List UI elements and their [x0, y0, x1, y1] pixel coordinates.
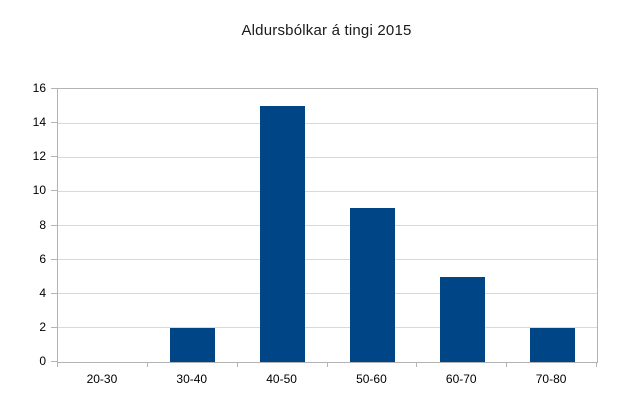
- y-axis-label: 8: [39, 217, 46, 232]
- y-axis-label: 16: [32, 81, 46, 95]
- y-axis-label: 0: [39, 354, 46, 368]
- bar-40-50: [260, 106, 306, 362]
- x-axis-label: 60-70: [445, 372, 477, 386]
- bar-70-80: [529, 327, 575, 362]
- chart-title: Aldursbólkar á tingi 2015: [241, 22, 412, 39]
- y-axis-tick: [51, 88, 58, 89]
- y-axis-label: 4: [39, 285, 46, 300]
- x-axis-tick: [146, 362, 148, 367]
- x-axis-label: 70-80: [535, 372, 567, 386]
- y-axis-tick: [51, 156, 58, 158]
- y-axis-tick: [51, 258, 58, 260]
- gridline: [58, 122, 597, 124]
- bar-50-60: [349, 208, 395, 362]
- gridline: [58, 259, 597, 261]
- y-axis-tick: [51, 292, 58, 294]
- y-axis-tick: [51, 361, 58, 362]
- y-axis-tick: [51, 326, 58, 328]
- bar-30-40: [170, 327, 216, 362]
- y-axis-tick: [51, 122, 58, 124]
- plot-area: [57, 88, 598, 363]
- x-axis-tick: [596, 362, 597, 367]
- x-axis-tick: [236, 362, 238, 367]
- y-axis-tick: [51, 224, 58, 226]
- x-axis-tick: [57, 362, 58, 367]
- x-axis-label: 30-40: [176, 372, 208, 386]
- gridline: [58, 225, 597, 226]
- x-axis-tick: [416, 362, 418, 367]
- y-axis-label: 10: [32, 183, 46, 198]
- bar-60-70: [439, 276, 485, 362]
- gridline: [58, 293, 597, 295]
- gridline: [58, 156, 597, 158]
- y-axis-label: 14: [32, 115, 46, 130]
- y-axis-tick: [51, 190, 58, 192]
- x-axis-tick: [506, 362, 508, 367]
- gridline: [58, 190, 597, 192]
- x-axis-label: 50-60: [356, 372, 387, 386]
- x-axis-label: 20-30: [86, 372, 118, 386]
- gridline: [58, 327, 597, 329]
- x-axis-tick: [326, 362, 328, 367]
- y-axis-label: 12: [32, 149, 46, 164]
- y-axis-label: 6: [39, 251, 46, 266]
- x-axis-label: 40-50: [266, 372, 297, 386]
- y-axis-label: 2: [39, 319, 46, 334]
